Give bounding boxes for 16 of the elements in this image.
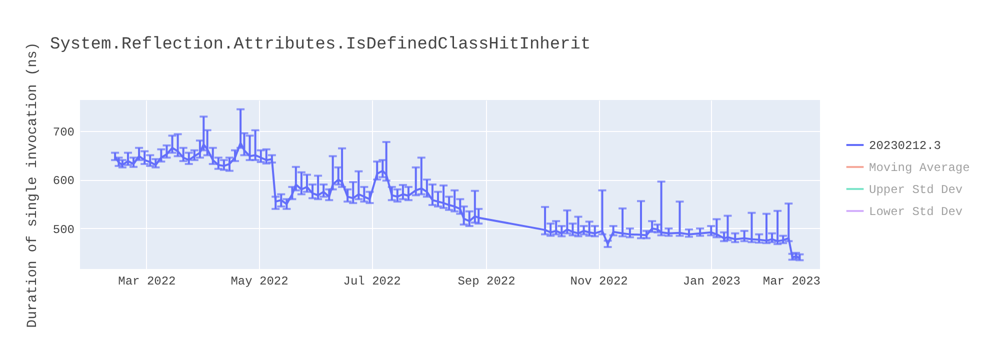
y-axis-title: Duration of single invocation (ns) <box>24 42 41 328</box>
x-tick-label: Jul 2022 <box>343 274 401 288</box>
x-tick-label: Nov 2022 <box>570 274 628 288</box>
legend-label: Upper Std Dev <box>869 183 963 197</box>
x-tick-label: Mar 2022 <box>118 274 176 288</box>
y-tick-label: 500 <box>52 222 74 237</box>
x-tick-label: Mar 2023 <box>762 274 820 288</box>
legend-label: 20230212.3 <box>869 139 942 153</box>
legend-label: Lower Std Dev <box>869 205 963 219</box>
legend-label: Moving Average <box>869 161 970 175</box>
chart-title: System.Reflection.Attributes.IsDefinedClassHitInherit <box>50 36 591 55</box>
y-tick-label: 600 <box>52 174 74 188</box>
x-tick-label: Sep 2022 <box>458 274 516 288</box>
x-tick-label: May 2022 <box>230 274 288 288</box>
y-tick-label: 700 <box>52 125 74 140</box>
x-tick-label: Jan 2023 <box>682 274 740 288</box>
